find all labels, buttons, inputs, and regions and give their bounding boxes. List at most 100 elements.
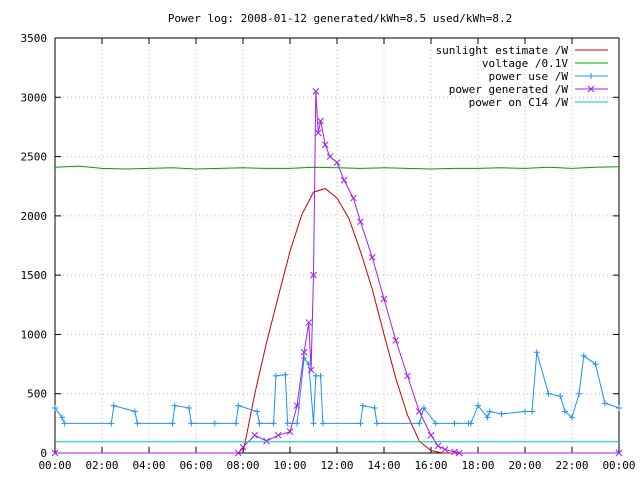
legend-label: voltage /0.1V: [482, 57, 568, 70]
power-generated-point: [307, 366, 315, 374]
legend-label: sunlight estimate /W: [436, 44, 569, 57]
power-use-point: [486, 408, 493, 415]
power-use-point: [282, 371, 289, 378]
power-use-point: [545, 390, 552, 397]
x-tick-label: 10:00: [273, 459, 306, 472]
data-series: [51, 88, 623, 457]
series-line-1: [54, 165, 620, 170]
power-use-point: [420, 404, 427, 411]
x-tick-label: 08:00: [226, 459, 259, 472]
legend-label: power generated /W: [449, 83, 569, 96]
power-use-point: [211, 420, 218, 427]
power-generated-point: [427, 431, 435, 439]
power-use-point: [467, 420, 474, 427]
power-use-point: [451, 420, 458, 427]
x-tick-label: 00:00: [602, 459, 635, 472]
power-generated-point: [340, 176, 348, 184]
plot-frame: [54, 37, 620, 454]
x-tick-label: 00:00: [38, 459, 71, 472]
power-use-point: [561, 408, 568, 415]
power-use-point: [373, 420, 380, 427]
power-generated-point: [314, 129, 322, 137]
x-tick-label: 18:00: [461, 459, 494, 472]
y-tick-label: 2500: [21, 151, 48, 164]
y-tick-label: 3000: [21, 91, 48, 104]
y-tick-label: 1500: [21, 269, 48, 282]
x-tick-label: 16:00: [414, 459, 447, 472]
chart-title: Power log: 2008-01-12 generated/kWh=8.5 …: [168, 12, 512, 25]
power-generated-point: [392, 337, 400, 344]
power-use-point: [357, 420, 364, 427]
power-use-point: [301, 355, 308, 362]
power-generated-point: [286, 428, 294, 436]
series-line-0: [242, 188, 619, 454]
power-generated-point: [310, 271, 317, 279]
power-use-point: [134, 420, 141, 427]
power-use-point: [592, 361, 599, 368]
power-generated-point: [51, 449, 59, 457]
power-use-point: [52, 404, 58, 411]
series-line-3: [55, 91, 619, 454]
power-generated-point: [455, 449, 463, 457]
power-use-point: [319, 420, 326, 427]
power-use-point: [232, 420, 239, 427]
power-use-point: [569, 414, 575, 421]
power-generated-point: [300, 348, 308, 356]
power-use-point: [475, 402, 481, 409]
power-generated-point: [234, 449, 242, 457]
power-use-point: [272, 372, 279, 379]
power-use-point: [484, 414, 491, 421]
x-tick-label: 22:00: [555, 459, 588, 472]
legend-label: power on C14 /W: [469, 96, 569, 109]
power-generated-point: [615, 449, 623, 457]
power-use-point: [529, 408, 536, 415]
power-generated-point: [441, 446, 449, 453]
x-tick-label: 12:00: [320, 459, 353, 472]
power-use-point: [284, 420, 291, 427]
power-use-point: [235, 402, 242, 409]
power-use-point: [294, 420, 301, 427]
y-tick-label: 1000: [21, 328, 48, 341]
power-generated-point: [293, 402, 301, 409]
power-generated-point: [251, 431, 259, 439]
power-use-point: [169, 420, 176, 427]
power-use-point: [188, 420, 195, 427]
power-use-point: [557, 393, 564, 400]
power-generated-point: [274, 431, 282, 439]
power-use-point: [185, 404, 192, 411]
power-use-point: [616, 404, 622, 411]
power-generated-point: [434, 442, 442, 450]
power-generated-point: [317, 117, 324, 125]
power-use-point: [371, 404, 378, 411]
legend-label: power use /W: [489, 70, 569, 83]
x-tick-label: 04:00: [132, 459, 165, 472]
legend-marker: [587, 85, 595, 93]
x-tick-label: 06:00: [179, 459, 212, 472]
y-tick-label: 0: [40, 447, 47, 460]
power-use-point: [108, 420, 115, 427]
x-tick-label: 02:00: [85, 459, 118, 472]
power-use-point: [601, 400, 608, 407]
power-generated-point: [263, 437, 270, 445]
power-generated-point: [333, 159, 341, 166]
power-use-point: [416, 420, 423, 427]
power-generated-point: [404, 372, 411, 380]
power-use-point: [432, 420, 439, 427]
power-use-point: [131, 408, 138, 415]
power-use-point: [310, 420, 317, 427]
axes: 00:00 02:00 04:00 06:00 08:00 10:00 12:00 14:00…: [21, 32, 636, 472]
power-use-point: [61, 420, 68, 427]
y-tick-label: 2000: [21, 210, 48, 223]
y-tick-label: 500: [27, 388, 47, 401]
power-use-point: [533, 349, 540, 356]
power-use-point: [270, 420, 277, 427]
x-tick-label: 20:00: [508, 459, 541, 472]
power-use-point: [580, 352, 587, 359]
power-use-point: [110, 402, 117, 409]
power-use-point: [317, 372, 324, 379]
power-generated-point: [326, 153, 334, 160]
power-use-point: [498, 410, 505, 417]
power-use-point: [522, 408, 528, 415]
